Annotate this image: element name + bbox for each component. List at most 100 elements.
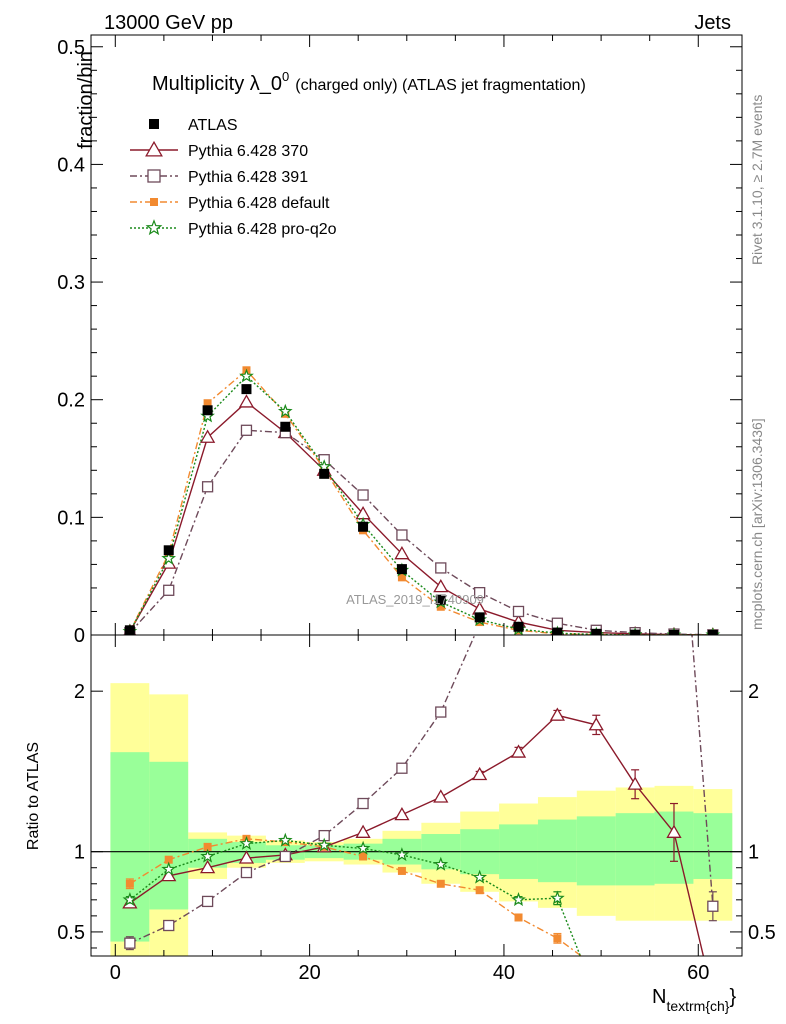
- process-label: Jets: [694, 12, 731, 34]
- axes-layer: 00.10.20.30.40.50.5 0.51 12 20 20 40 60: [57, 35, 776, 984]
- ratio-point: [359, 852, 368, 861]
- ratio-point: [475, 886, 484, 895]
- main-point: [436, 602, 445, 611]
- ratio-point: [666, 824, 682, 838]
- ratio-point: [355, 840, 371, 855]
- ratio-point: [125, 879, 134, 888]
- ratio-point: [200, 848, 215, 863]
- main-point: [668, 629, 679, 635]
- green-band-bin: [615, 813, 655, 886]
- ratio-plot-frame: [90, 634, 743, 957]
- ratio-point: [203, 842, 212, 851]
- main-point: [163, 584, 175, 596]
- legend-marker: [150, 198, 158, 206]
- ratio-point: [355, 824, 371, 838]
- legend-marker: [147, 169, 161, 183]
- chart-title-main: Multiplicity λ_0: [152, 73, 282, 95]
- ratio-point: [588, 717, 604, 731]
- main-point: [396, 564, 407, 575]
- main-point: [241, 384, 252, 395]
- main-point: [552, 627, 563, 635]
- ratio-point: [549, 707, 566, 721]
- main-y-tick-label: 0.1: [57, 507, 85, 529]
- ratio-point: [394, 847, 410, 862]
- main-point: [474, 586, 486, 599]
- ratio-point: [199, 859, 216, 874]
- ratio-point: [511, 892, 526, 907]
- main-point: [201, 481, 214, 493]
- ratio-point: [514, 913, 523, 922]
- ratio-point: [394, 806, 410, 821]
- main-point: [163, 545, 174, 556]
- collision-energy-label: 13000 GeV pp: [104, 12, 233, 34]
- main-point: [435, 594, 446, 605]
- main-point: [591, 628, 602, 635]
- analysis-watermark: ATLAS_2019_I1740909: [346, 592, 484, 607]
- legend-label: Pythia 6.428 default: [188, 195, 330, 212]
- x-tick-label: 40: [493, 962, 515, 984]
- x-axis-title-end: }: [729, 986, 736, 1008]
- ratio-line-series-0: [129, 714, 705, 956]
- chart-title: Multiplicity λ_00 (charged only) (ATLAS j…: [152, 69, 586, 95]
- legend-label: Pythia 6.428 370: [188, 143, 308, 160]
- main-line-series-2: [129, 429, 713, 635]
- main-point: [513, 621, 524, 632]
- ratio-point: [124, 937, 136, 949]
- ratio-point: [510, 744, 527, 758]
- green-band-bin: [149, 761, 189, 910]
- x-tick-label: 20: [298, 962, 320, 984]
- main-y-tick-label: 0.3: [57, 272, 85, 294]
- ratio-point: [238, 850, 255, 864]
- main-point: [238, 394, 255, 408]
- x-tick-label: 0: [110, 962, 121, 984]
- ratio-point: [472, 869, 488, 884]
- legend-label: Pythia 6.428 391: [188, 169, 308, 186]
- legend-marker: [145, 219, 163, 236]
- ratio-y-axis-title: Ratio to ATLAS: [25, 742, 42, 850]
- main-point: [397, 573, 406, 582]
- main-point: [358, 521, 369, 532]
- ratio-point: [161, 861, 177, 876]
- ratio-point: [357, 797, 369, 810]
- green-band-bin: [110, 752, 150, 942]
- legend-marker: [149, 119, 159, 129]
- ratio-y-tick-label-right: 0.5: [748, 922, 776, 944]
- main-point: [280, 421, 291, 432]
- main-point: [240, 424, 253, 436]
- ratio-point: [122, 892, 138, 907]
- ratio-point: [201, 895, 214, 908]
- main-y-tick-label: 0.4: [57, 154, 85, 176]
- ratio-point: [435, 706, 447, 718]
- x-axis-title-subscript: textrm{ch}: [666, 998, 729, 1014]
- ratio-uncertainty-bands: [91, 683, 742, 956]
- legend-label: ATLAS: [188, 117, 238, 134]
- ratio-point: [436, 879, 445, 888]
- green-band-bin: [537, 819, 577, 883]
- main-point: [161, 550, 177, 565]
- ratio-y-tick-label: 2: [74, 681, 85, 703]
- ratio-y-tick-label: 0.5: [57, 922, 85, 944]
- main-point: [202, 405, 213, 416]
- ratio-series-layer: [122, 635, 719, 956]
- main-line-series-1: [129, 401, 713, 635]
- ratio-point: [239, 835, 254, 850]
- main-point: [474, 612, 485, 623]
- ratio-point: [277, 832, 293, 847]
- ratio-point: [472, 766, 488, 781]
- main-y-tick-label: 0.2: [57, 390, 85, 412]
- main-point: [433, 578, 449, 593]
- main-y-axis-title: fraction/bin: [75, 51, 97, 149]
- ratio-point: [433, 856, 449, 871]
- x-axis-title: Ntextrm{ch}}: [652, 986, 736, 1014]
- ratio-point: [316, 837, 332, 852]
- chart-title-superscript: 0: [282, 69, 289, 84]
- main-point: [319, 468, 330, 479]
- green-band-bin: [576, 816, 616, 886]
- ratio-point: [396, 762, 408, 774]
- main-point: [512, 605, 525, 618]
- rivet-version-label: Rivet 3.1.10, ≥ 2.7M events: [749, 95, 765, 265]
- ratio-point: [707, 900, 719, 912]
- legend-marker: [145, 140, 163, 157]
- legend: ATLAS Pythia 6.428 370 Pythia 6.428 391 Pyt…: [130, 117, 337, 238]
